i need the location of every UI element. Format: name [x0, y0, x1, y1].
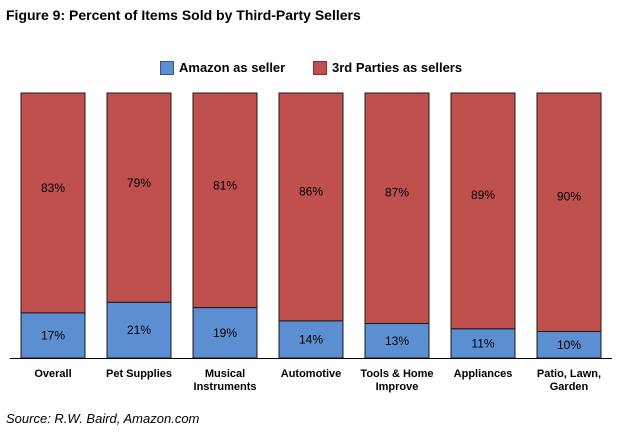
legend: Amazon as seller 3rd Parties as sellers [0, 60, 620, 78]
legend-item-third-parties: 3rd Parties as sellers [313, 60, 462, 75]
bar-amazon-4 [364, 323, 430, 359]
category-label-4-0: Tools & Home [360, 368, 433, 380]
source-note: Source: R.W. Baird, Amazon.com [6, 411, 200, 426]
category-label-3-0: Automotive [281, 368, 342, 380]
stacked-bar-chart: 83% 17% Overall 79% 21% Pet Supplies 81% 19% Mus… [10, 92, 612, 393]
bar-third-parties-4 [364, 92, 430, 325]
data-label-amazon-1: 21% [127, 323, 151, 337]
bar-third-parties-1 [106, 92, 172, 303]
data-label-amazon-5: 11% [471, 336, 494, 350]
data-label-third-parties-2: 81% [213, 179, 237, 193]
legend-item-amazon: Amazon as seller [160, 60, 285, 75]
bar-amazon-2 [192, 307, 258, 359]
data-label-amazon-6: 10% [557, 338, 581, 352]
data-label-third-parties-5: 89% [471, 188, 495, 202]
data-label-third-parties-3: 86% [299, 185, 323, 199]
bar-amazon-6 [536, 331, 602, 359]
category-label-4-1: Improve [376, 381, 419, 393]
bar-third-parties-3 [278, 92, 344, 322]
bar-amazon-3 [278, 320, 344, 359]
category-label-2-0: Musical [205, 368, 245, 380]
legend-swatch-third-parties [313, 60, 327, 75]
data-label-amazon-3: 14% [299, 332, 323, 346]
chart-title: Figure 9: Percent of Items Sold by Third… [6, 7, 361, 23]
data-label-third-parties-0: 83% [41, 181, 65, 195]
legend-swatch-amazon [160, 60, 174, 75]
data-label-amazon-2: 19% [213, 326, 237, 340]
bar-third-parties-2 [192, 92, 258, 309]
data-label-third-parties-6: 90% [557, 189, 581, 203]
legend-label-third-parties: 3rd Parties as sellers [332, 60, 463, 75]
data-label-amazon-4: 13% [385, 334, 409, 348]
data-label-third-parties-4: 87% [385, 186, 409, 200]
bar-third-parties-5 [450, 92, 516, 330]
bar-amazon-0 [20, 312, 86, 359]
bar-third-parties-6 [536, 92, 602, 332]
data-label-amazon-0: 17% [41, 328, 65, 342]
category-label-6-0: Patio, Lawn, [537, 368, 601, 380]
category-label-0-0: Overall [34, 368, 71, 380]
bar-third-parties-0 [20, 92, 86, 314]
category-label-2-1: Instruments [194, 381, 257, 393]
data-label-third-parties-1: 79% [127, 176, 151, 190]
category-label-6-1: Garden [550, 381, 589, 393]
category-label-1-0: Pet Supplies [106, 368, 172, 380]
bar-amazon-1 [106, 301, 172, 359]
legend-label-amazon: Amazon as seller [179, 60, 286, 75]
category-label-5-0: Appliances [454, 368, 513, 380]
bar-amazon-5 [450, 328, 516, 359]
